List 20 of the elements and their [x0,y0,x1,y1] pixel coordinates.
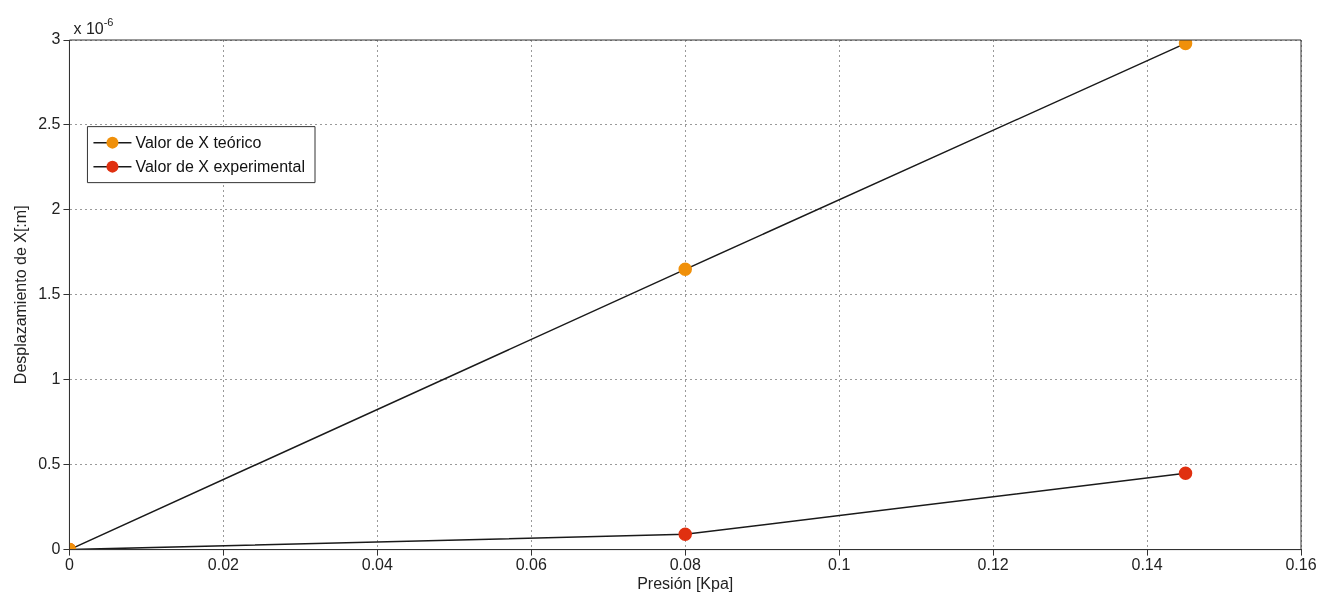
legend-label: Valor de X teórico [135,134,262,152]
x-tick-label: 0.14 [1131,555,1163,573]
x-tick-label: 0 [64,555,74,573]
legend-label: Valor de X experimental [135,158,306,176]
y-tick-label: 1.5 [38,285,61,303]
y-tick-label: 0.5 [38,455,61,473]
y-tick-label: 1 [51,370,61,388]
x-axis-title: Presión [Kpa] [637,574,734,592]
y-axis-title: Desplazamiento de X[:m] [12,205,30,385]
x-tick-label: 0.12 [977,555,1009,573]
x-tick-label: 0.08 [669,555,701,573]
x-tick-label: 0.16 [1285,555,1317,573]
y-tick-label: 3 [51,30,61,48]
y-tick-label: 2 [51,200,61,218]
x-tick-label: 0.06 [515,555,547,573]
x-tick-label: 0.02 [207,555,240,573]
y-tick-label: 2.5 [38,115,61,133]
y-tick-label: 0 [51,540,61,558]
x-tick-label: 0.04 [361,555,393,573]
x-tick-label: 0.1 [828,555,851,573]
